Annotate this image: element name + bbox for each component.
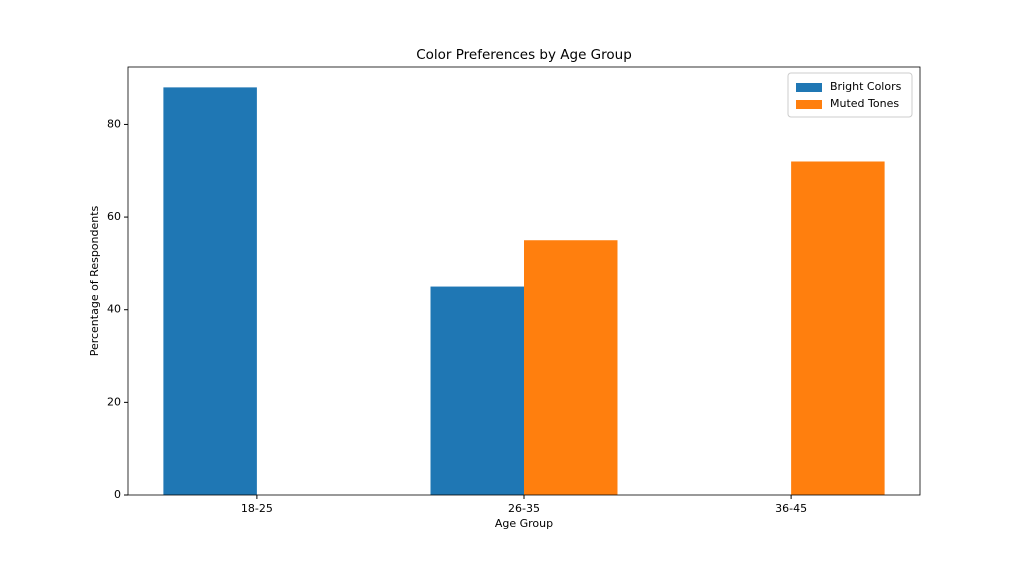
bar [430,286,524,495]
legend-swatch [796,83,822,92]
y-tick-label: 40 [107,303,121,316]
legend-swatch [796,100,822,109]
x-tick-label: 36-45 [775,502,807,515]
y-tick-label: 20 [107,395,121,408]
chart-title: Color Preferences by Age Group [416,47,632,63]
y-axis-label: Percentage of Respondents [88,205,101,356]
bar [524,240,618,495]
bar [791,161,885,495]
y-tick-label: 80 [107,117,121,130]
bar [163,87,257,495]
y-tick-label: 60 [107,210,121,223]
plot-frame [127,66,921,496]
y-tick-label: 0 [114,488,121,501]
legend-label: Bright Colors [830,80,902,93]
legend-label: Muted Tones [830,97,899,110]
x-axis-label: Age Group [495,517,553,530]
x-tick-label: 26-35 [508,502,540,515]
x-tick-label: 18-25 [241,502,273,515]
